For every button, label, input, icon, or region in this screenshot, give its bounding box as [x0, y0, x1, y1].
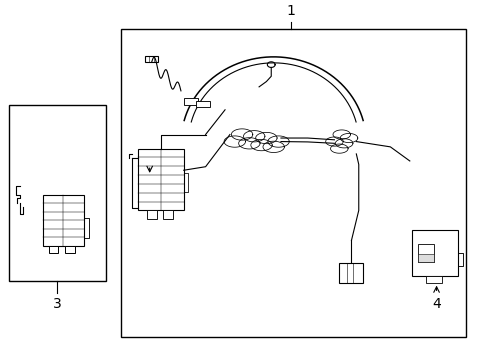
- Bar: [144, 56, 158, 62]
- Bar: [411, 230, 458, 276]
- Bar: [339, 263, 362, 283]
- Text: 3: 3: [53, 297, 61, 311]
- Bar: [42, 194, 84, 246]
- Bar: [163, 210, 173, 219]
- Bar: [49, 246, 58, 253]
- Bar: [196, 101, 210, 107]
- Bar: [137, 149, 183, 210]
- Bar: [417, 244, 433, 262]
- Bar: [120, 29, 465, 337]
- Bar: [417, 254, 433, 262]
- Text: 1: 1: [285, 4, 295, 18]
- Bar: [183, 98, 198, 104]
- Text: 2: 2: [142, 149, 151, 163]
- Bar: [146, 210, 157, 219]
- Text: 4: 4: [431, 297, 440, 311]
- Bar: [425, 276, 441, 283]
- Bar: [9, 104, 106, 281]
- Bar: [65, 246, 74, 253]
